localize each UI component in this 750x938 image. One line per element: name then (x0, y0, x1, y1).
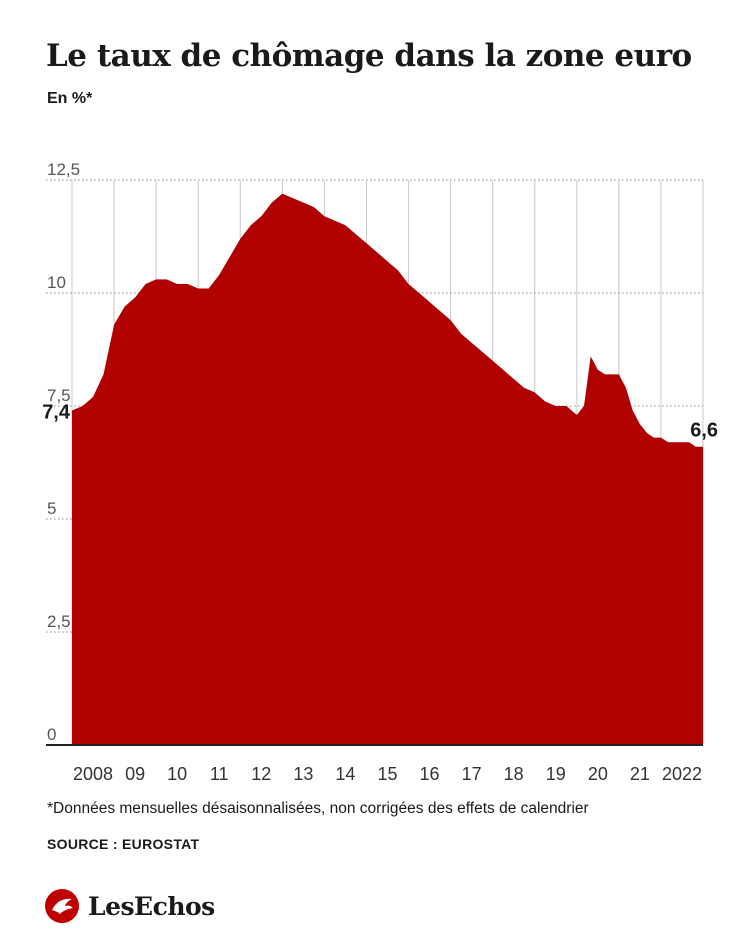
x-tick-label: 09 (125, 764, 145, 784)
x-tick-label: 14 (335, 764, 355, 784)
x-tick-label: 2022 (662, 764, 702, 784)
chart-title: Le taux de chômage dans la zone euro (46, 38, 692, 74)
x-tick-label: 19 (546, 764, 566, 784)
y-tick-label: 12,5 (47, 160, 80, 179)
x-tick-label: 17 (462, 764, 482, 784)
x-tick-label: 15 (377, 764, 397, 784)
x-tick-label: 16 (420, 764, 440, 784)
chart-labels: 7,4 6,6 (42, 402, 718, 442)
x-tick-label: 21 (630, 764, 650, 784)
x-tick-label: 2008 (73, 764, 113, 784)
brand-logo: LesEchos (44, 886, 215, 926)
data-label: 6,6 (690, 420, 718, 442)
brand-name: LesEchos (88, 891, 215, 921)
source-label: SOURCE : EUROSTAT (47, 836, 200, 852)
area-series (72, 193, 703, 746)
chart-subtitle: En %* (47, 90, 93, 107)
y-tick-label: 0 (47, 725, 56, 744)
x-tick-label: 11 (210, 764, 229, 784)
y-tick-label: 7,5 (47, 386, 71, 405)
footnote: *Données mensuelles désaisonnalisées, no… (47, 800, 589, 817)
x-tick-label: 20 (588, 764, 608, 784)
data-label: 7,4 (42, 402, 71, 424)
y-tick-label: 5 (47, 499, 56, 518)
x-tick-label: 18 (504, 764, 524, 784)
y-tick-label: 10 (47, 273, 66, 292)
x-tick-label: 10 (167, 764, 187, 784)
y-tick-label: 2,5 (47, 612, 71, 631)
x-tick-label: 12 (251, 764, 271, 784)
axes: 0 2,5 5 7,5 10 12,5 2008 09 10 11 12 13 14 15 16 17 18 19… (46, 160, 703, 784)
unemployment-area (72, 193, 703, 746)
area-chart: 0 2,5 5 7,5 10 12,5 2008 09 10 11 12 13 14 15 16 17 18 19… (42, 160, 718, 784)
x-tick-label: 13 (293, 764, 313, 784)
les-echos-emblem-icon (45, 889, 79, 923)
